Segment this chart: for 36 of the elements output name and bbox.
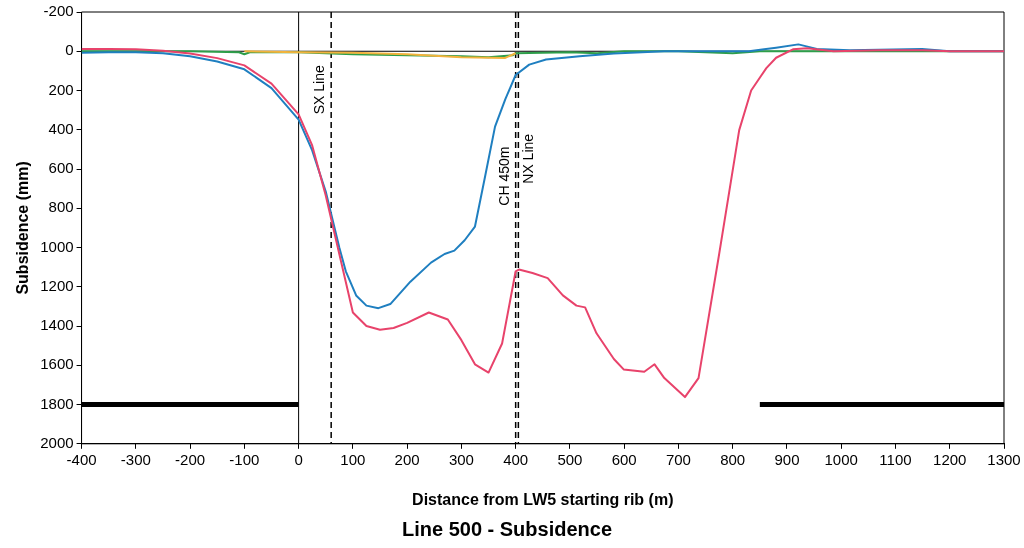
ref-line-label: NX Line bbox=[520, 133, 537, 184]
y-tick-label: 2000 bbox=[40, 433, 74, 451]
ref-line-label: CH 450m bbox=[495, 146, 512, 206]
y-tick-label: 1600 bbox=[40, 355, 74, 373]
text: Line 500 - Subsidence bbox=[401, 517, 613, 540]
x-tick-label: 0 bbox=[294, 450, 303, 468]
ref-line-label: SX Line bbox=[311, 65, 328, 115]
y-tick-label: -200 bbox=[43, 2, 74, 20]
x-tick-label: 400 bbox=[503, 450, 529, 468]
y-tick-label: 600 bbox=[48, 159, 74, 177]
x-tick-label: -300 bbox=[120, 450, 151, 468]
y-tick-label: 1800 bbox=[40, 394, 74, 412]
x-tick-label: 700 bbox=[665, 450, 691, 468]
x-tick-label: 600 bbox=[611, 450, 637, 468]
y-axis-title: Subsidence (mm) bbox=[14, 161, 32, 295]
x-tick-label: -200 bbox=[175, 450, 206, 468]
y-tick-label: 800 bbox=[48, 198, 74, 216]
x-tick-label: 1200 bbox=[933, 450, 967, 468]
y-tick-label: 1200 bbox=[40, 276, 74, 294]
x-axis-title: Distance from LW5 starting rib (m) bbox=[412, 490, 674, 508]
x-tick-label: -100 bbox=[229, 450, 260, 468]
y-tick-label: 0 bbox=[65, 41, 74, 59]
y-tick-label: 200 bbox=[48, 80, 74, 98]
x-tick-label: 100 bbox=[340, 450, 366, 468]
x-tick-label: 1300 bbox=[987, 450, 1021, 468]
y-tick-label: 1400 bbox=[40, 316, 74, 334]
y-tick-label: 400 bbox=[48, 119, 74, 137]
x-tick-label: 1000 bbox=[824, 450, 858, 468]
x-tick-label: 500 bbox=[557, 450, 583, 468]
x-tick-label: 200 bbox=[394, 450, 420, 468]
x-tick-label: 900 bbox=[774, 450, 800, 468]
x-tick-label: -400 bbox=[66, 450, 97, 468]
x-tick-label: 800 bbox=[720, 450, 746, 468]
x-tick-label: 300 bbox=[448, 450, 474, 468]
x-tick-label: 1100 bbox=[879, 450, 912, 468]
y-tick-label: 1000 bbox=[40, 237, 74, 255]
